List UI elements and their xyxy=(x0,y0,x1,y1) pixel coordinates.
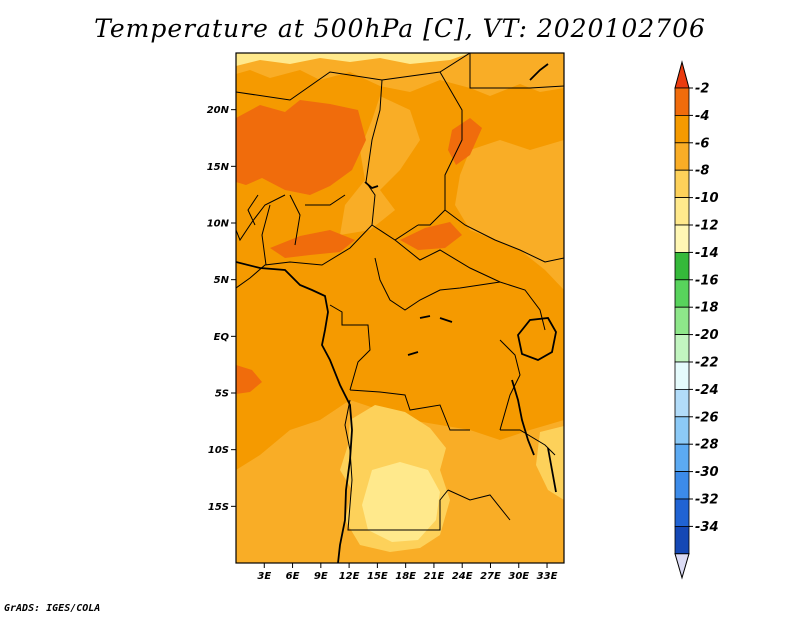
lat-tick-label: 5N xyxy=(214,275,230,286)
lon-tick-label: 18E xyxy=(395,571,416,582)
contour-stripe-north xyxy=(340,96,420,235)
colorbar-segment xyxy=(674,142,690,171)
map-title: Temperature at 500hPa [C], VT: 202010270… xyxy=(94,14,706,43)
lon-tick-label: 21E xyxy=(424,571,445,582)
contour-hot-atlantic xyxy=(236,365,262,394)
lon-tick-label: 33E xyxy=(537,571,558,582)
colorbar-segment xyxy=(674,197,690,226)
colorbar-segment xyxy=(674,224,690,253)
temperature-field xyxy=(236,53,564,563)
colorbar-top-arrow xyxy=(674,60,690,89)
lon-tick-label: 6E xyxy=(286,571,300,582)
longitude-axis: 3E 6E 9E 12E 15E 18E 21E 24E 27E 30E 33E xyxy=(257,563,558,582)
colorbar-label: -8 xyxy=(695,164,709,179)
colorbar-label: -14 xyxy=(695,246,719,261)
lake-victoria xyxy=(517,317,557,361)
contour-hot-west xyxy=(270,230,355,258)
colorbar-label: -24 xyxy=(695,383,719,398)
colorbar-label: -2 xyxy=(695,82,709,97)
colorbar-label: -10 xyxy=(695,191,719,206)
border-lines xyxy=(236,53,564,531)
colorbar-bottom-arrow xyxy=(674,553,690,580)
colorbar-segment xyxy=(674,443,690,473)
grads-credit: GrADS: IGES/COLA xyxy=(4,603,101,614)
colorbar-label: -30 xyxy=(695,465,719,480)
colorbar-label: -4 xyxy=(695,109,709,124)
colorbar-segment xyxy=(674,115,690,144)
contour-angola-coolest xyxy=(362,462,440,542)
lake-malawi xyxy=(547,447,557,493)
lon-tick-label: 30E xyxy=(508,571,529,582)
lat-tick-label: 10N xyxy=(207,219,230,230)
lat-tick-label: 10S xyxy=(208,445,229,456)
colorbar-segment xyxy=(674,471,690,500)
colorbar-label: -6 xyxy=(695,136,709,151)
contour-warm-north xyxy=(236,53,564,96)
colorbar-segment xyxy=(674,251,690,281)
lat-tick-label: 15N xyxy=(207,162,230,173)
colorbar-label: -22 xyxy=(695,356,719,371)
colorbar-label: -12 xyxy=(695,219,719,234)
lake-chad xyxy=(364,181,379,190)
colorbar-label: -32 xyxy=(695,493,719,508)
colorbar-segment xyxy=(674,279,690,308)
lon-tick-label: 12E xyxy=(339,571,360,582)
lon-tick-label: 27E xyxy=(480,571,501,582)
contour-hot-sudan xyxy=(448,118,482,165)
map-frame xyxy=(235,52,565,564)
lat-tick-label: 15S xyxy=(208,502,229,513)
colorbar-segment xyxy=(674,169,690,198)
colorbar-label: -28 xyxy=(695,438,719,453)
lat-tick-label: 5S xyxy=(215,389,229,400)
latitude-axis: 20N 15N 10N 5N EQ 5S 10S 15S xyxy=(207,105,236,513)
colorbar-segment xyxy=(674,306,690,336)
colorbar-segment xyxy=(674,416,690,445)
colorbar-segment xyxy=(674,361,690,390)
contour-lightest-north xyxy=(236,53,470,66)
colorbar-segment xyxy=(674,526,690,555)
lon-tick-label: 9E xyxy=(314,571,328,582)
contour-hot-chad xyxy=(400,222,462,250)
lon-tick-label: 24E xyxy=(452,571,473,582)
colorbar-segment xyxy=(674,388,690,418)
river-congo xyxy=(407,315,453,356)
lat-tick-label: EQ xyxy=(214,332,230,343)
colorbar-label: -26 xyxy=(695,410,719,425)
coast-west xyxy=(236,261,353,563)
colorbar-segment xyxy=(674,334,690,363)
country-borders xyxy=(236,53,564,531)
colorbar-segment xyxy=(674,498,690,527)
colorbar: -2 -4 -6 -8 -10 -12 -14 -16 -18 -20 -22 -24 -26 -28 -3… xyxy=(674,60,719,580)
coastlines xyxy=(236,63,557,563)
colorbar-label: -16 xyxy=(695,273,719,288)
contour-hot-sahel xyxy=(236,100,366,195)
colorbar-label: -18 xyxy=(695,301,719,316)
colorbar-label: -34 xyxy=(695,520,719,535)
colorbar-segment xyxy=(674,87,690,116)
lake-tanganyika xyxy=(511,379,535,456)
colorbar-label: -20 xyxy=(695,328,719,343)
lat-tick-label: 20N xyxy=(207,105,230,116)
lon-tick-label: 15E xyxy=(367,571,388,582)
contour-stripe-east xyxy=(455,140,564,290)
red-sea-coast xyxy=(529,63,549,81)
lon-tick-label: 3E xyxy=(257,571,271,582)
